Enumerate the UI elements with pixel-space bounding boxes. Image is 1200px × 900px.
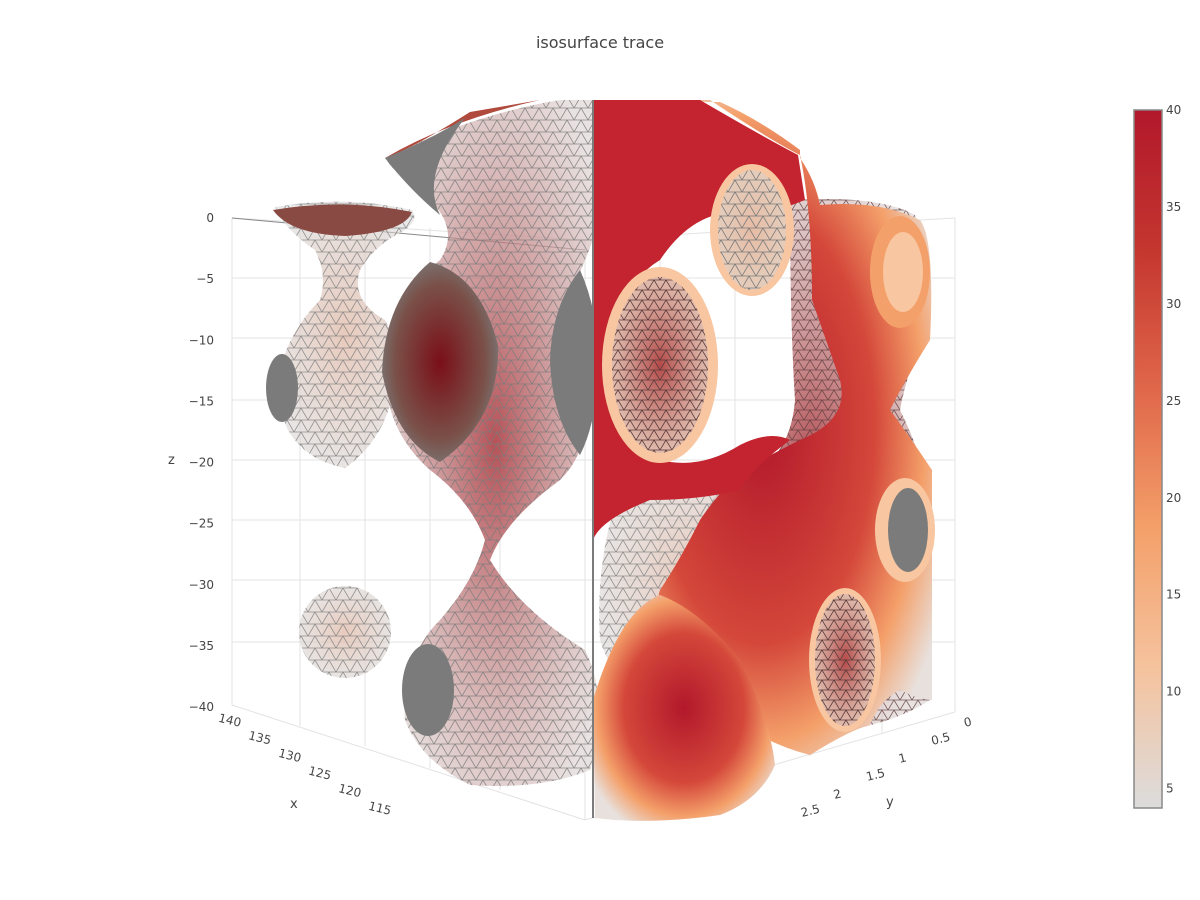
slice-blob-right <box>883 232 923 312</box>
x-tick-label: 135 <box>247 728 273 747</box>
colorbar-tick-label: 40 <box>1166 103 1181 117</box>
z-axis-label: z <box>168 453 175 468</box>
x-tick-label: 115 <box>367 799 393 818</box>
colorbar-tick-label: 25 <box>1166 394 1181 408</box>
x-axis-label: x <box>290 797 298 812</box>
slice-hole-center <box>612 277 708 453</box>
z-tick-label: −40 <box>189 700 214 714</box>
y-tick-label: 0 <box>962 714 973 729</box>
z-tick-label: −20 <box>189 456 214 470</box>
z-tick-label: −15 <box>189 394 214 408</box>
y-tick-label: 1 <box>897 750 908 765</box>
y-tick-label: 2 <box>832 786 843 801</box>
z-tick-label: −35 <box>189 639 214 653</box>
colorbar-tick-label: 5 <box>1166 782 1174 796</box>
y-tick-label: 2.5 <box>799 802 821 820</box>
colorbar-bar <box>1133 109 1163 809</box>
z-tick-label: −5 <box>196 272 214 286</box>
slice-hole-right <box>888 488 928 572</box>
y-tick-label: 1.5 <box>865 766 887 784</box>
y-tick-label: 0.5 <box>930 730 952 748</box>
z-tick-label: −25 <box>189 517 214 531</box>
slice-hole-bottom <box>815 594 875 726</box>
left-cap <box>266 354 298 422</box>
z-axis-ticks: 0 −5 −10 −15 −20 −25 −30 −35 −40 <box>189 211 214 714</box>
center-dark-cap <box>382 262 499 462</box>
z-tick-label: −10 <box>189 333 214 347</box>
z-tick-label: 0 <box>206 211 214 225</box>
colorbar-tick-label: 30 <box>1166 297 1181 311</box>
isosurface-shapes <box>266 100 935 821</box>
colorbar-tick-label: 10 <box>1166 685 1181 699</box>
slice-hole-top <box>718 170 786 290</box>
colorbar-ticks: 40 35 30 25 20 15 10 5 <box>1166 103 1181 796</box>
y-axis-label: y <box>886 795 894 810</box>
z-tick-label: −30 <box>189 578 214 592</box>
y-axis-ticks: 0 0.5 1 1.5 2 2.5 <box>799 714 973 819</box>
colorbar: 40 35 30 25 20 15 10 5 <box>1133 103 1181 809</box>
x-tick-label: 125 <box>307 764 333 783</box>
x-tick-label: 140 <box>217 711 243 730</box>
colorbar-tick-label: 35 <box>1166 200 1181 214</box>
bottom-left-cap <box>402 644 454 736</box>
x-tick-label: 120 <box>337 781 363 800</box>
colorbar-tick-label: 20 <box>1166 491 1181 505</box>
chart-title: isosurface trace <box>535 33 665 52</box>
x-tick-label: 130 <box>277 746 303 765</box>
colorbar-tick-label: 15 <box>1166 588 1181 602</box>
front-slice-lower <box>593 595 775 821</box>
